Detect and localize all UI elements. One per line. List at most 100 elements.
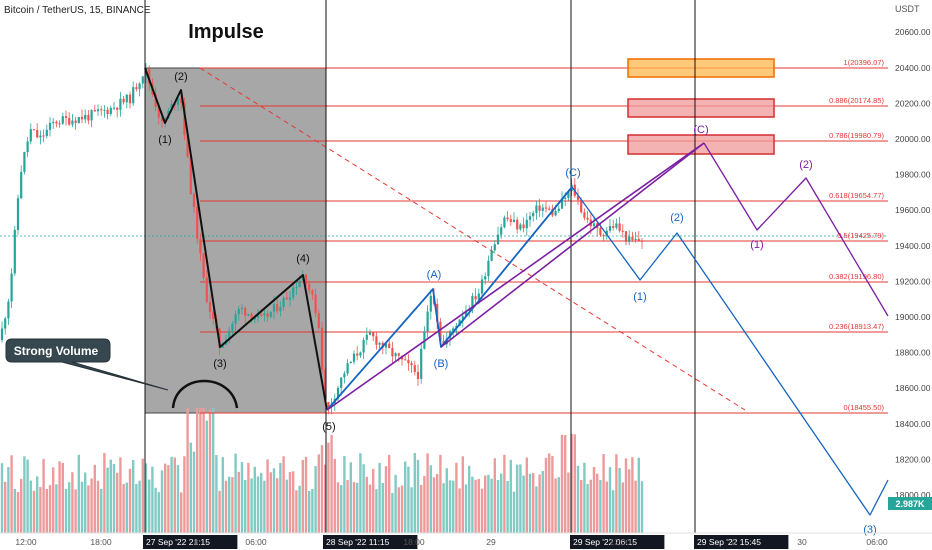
candle-body [106,109,109,115]
candle-body [471,296,474,310]
volume-bar [583,462,586,533]
volume-bar [128,468,132,533]
volume-bar [116,472,119,533]
volume-bar [157,492,160,533]
impulse-wave-line [144,67,328,411]
volume-bar [557,477,560,533]
volume-bar [423,476,426,533]
volume-bar [144,463,148,533]
candle-body [548,208,551,210]
volume-bar [269,472,272,533]
volume-bar [525,457,528,533]
time-tick-label: 06:00 [866,537,888,547]
volume-bar [132,460,135,533]
candle-body [221,344,224,348]
candle-body [0,328,4,341]
candle-body [634,238,637,241]
candle-body [36,130,39,138]
volume-bar [32,490,36,533]
candle-body [304,274,308,285]
volume-bar [602,454,605,533]
volume-bar [484,475,487,533]
volume-bar [237,471,240,533]
candle-body [234,314,237,324]
volume-bar [349,462,352,533]
volume-bar [119,457,122,533]
abc-wave-line [326,186,573,411]
volume-bar [548,453,551,533]
candle-body [365,334,368,340]
volume-bar [208,409,212,533]
volume-bar [468,465,471,533]
wave-label: (A) [427,269,442,281]
volume-bar [442,483,445,533]
candle-body [378,342,381,345]
wave-label: (5) [322,421,335,433]
candle-body [244,307,247,316]
volume-bar [23,456,26,533]
volume-bar [80,481,84,533]
candle-body [29,129,32,142]
candle-body [96,109,100,112]
candle-body [186,135,189,157]
candle-body [557,208,560,211]
volume-bar [109,459,112,533]
price-scale[interactable]: USDT 20600.00 20400.00 20200.00 20000.00 198… [895,4,931,500]
candle-body [452,328,455,331]
volume-bar [586,484,589,533]
candle-body [55,121,58,124]
candle-body [586,217,589,220]
volume-bar [528,473,532,533]
volume-bar [106,467,109,533]
volume-bar [13,488,16,533]
volume-bar [29,480,32,533]
price-tick-label: 20200.00 [895,98,931,108]
symbol-title: Bitcoin / TetherUS, 15, BINANCE [4,5,151,16]
volume-bar [519,464,522,533]
volume-bar [74,489,77,533]
time-axis[interactable]: 12:00 18:00 27 Sep '22 21:158 06:00 28 Sep '… [0,532,932,549]
candle-body [576,195,580,200]
volume-bar [541,471,544,533]
time-tick-label: 12:00 [609,537,631,547]
volume-bar [160,470,164,533]
volume-bar [426,453,429,533]
candle-body [68,117,71,125]
volume-bar [221,457,224,533]
volume-bar [352,482,356,533]
volume-bar [637,457,640,533]
volume-bar [567,472,570,533]
volume-bar [90,478,93,533]
candle-body [458,319,461,327]
volume-bar [474,479,477,533]
plot-area[interactable] [0,0,888,533]
volume-bar [247,462,250,533]
time-marker-badge [143,535,238,549]
volume-arc [171,379,239,409]
candle-body [503,217,506,228]
volume-bar [279,463,282,533]
candle-body [522,224,525,229]
volume-bar [458,488,461,533]
candle-body [154,94,157,108]
volume-bar [324,464,327,533]
volume-bar [477,479,480,533]
volume-bar [148,479,151,533]
volume-bar [311,489,314,533]
candle-body [90,110,93,121]
candle-body [148,68,151,84]
wave-label: (1) [158,134,171,146]
volume-bar [96,480,100,533]
volume-badge-text: 2.987K [895,499,925,509]
candle-body [624,231,628,242]
candle-body [317,313,320,328]
volume-bar [580,479,583,533]
volume-bar [288,471,292,533]
volume-bar [93,464,96,533]
candle-body [295,287,298,289]
volume-bar [55,484,58,533]
wave-label: (2) [670,212,683,224]
wave-label: (B) [434,358,449,370]
volume-bar [522,475,525,533]
